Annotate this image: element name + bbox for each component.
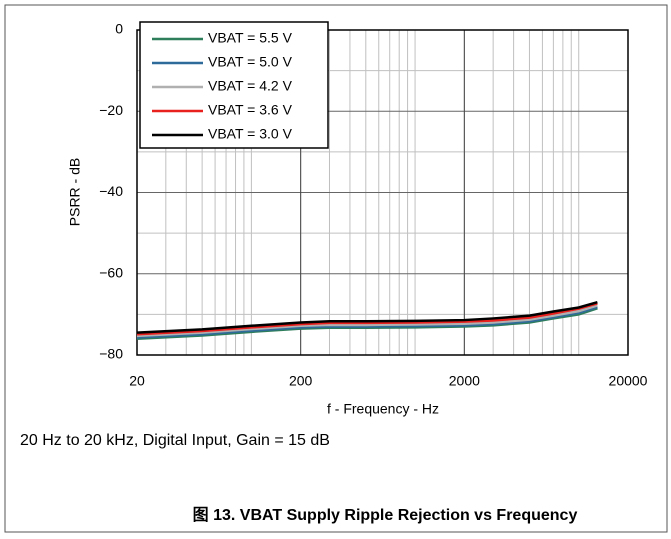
caption: 图 13. VBAT Supply Ripple Rejection vs Fr…: [193, 506, 578, 524]
legend-box: [139, 21, 329, 149]
series-line: [136, 304, 598, 338]
frame: [4, 4, 668, 533]
x-tick-label: 2000: [449, 373, 480, 389]
y-tick-label: −20: [99, 102, 123, 118]
x-axis-label: f - Frequency - Hz: [327, 401, 439, 417]
legend-label: VBAT = 4.2 V: [208, 78, 293, 94]
y-tick-label: −60: [99, 264, 123, 280]
y-tick-label: 0: [115, 21, 123, 37]
y-tick-label: −80: [99, 346, 123, 362]
legend-label: VBAT = 5.5 V: [208, 30, 293, 46]
x-tick-label: 20: [129, 373, 145, 389]
x-tick-label: 20000: [609, 373, 648, 389]
x-tick-label: 200: [289, 373, 313, 389]
legend-label: VBAT = 3.6 V: [208, 102, 293, 118]
y-tick-label: −40: [99, 183, 123, 199]
legend-label: VBAT = 5.0 V: [208, 54, 293, 70]
y-axis-label: PSRR - dB: [67, 158, 83, 226]
plot-frame: [136, 29, 629, 356]
note: 20 Hz to 20 kHz, Digital Input, Gain = 1…: [20, 432, 330, 449]
legend-label: VBAT = 3.0 V: [208, 126, 293, 142]
series-line: [136, 305, 598, 339]
series-line: [136, 300, 598, 334]
series-line: [136, 302, 598, 336]
